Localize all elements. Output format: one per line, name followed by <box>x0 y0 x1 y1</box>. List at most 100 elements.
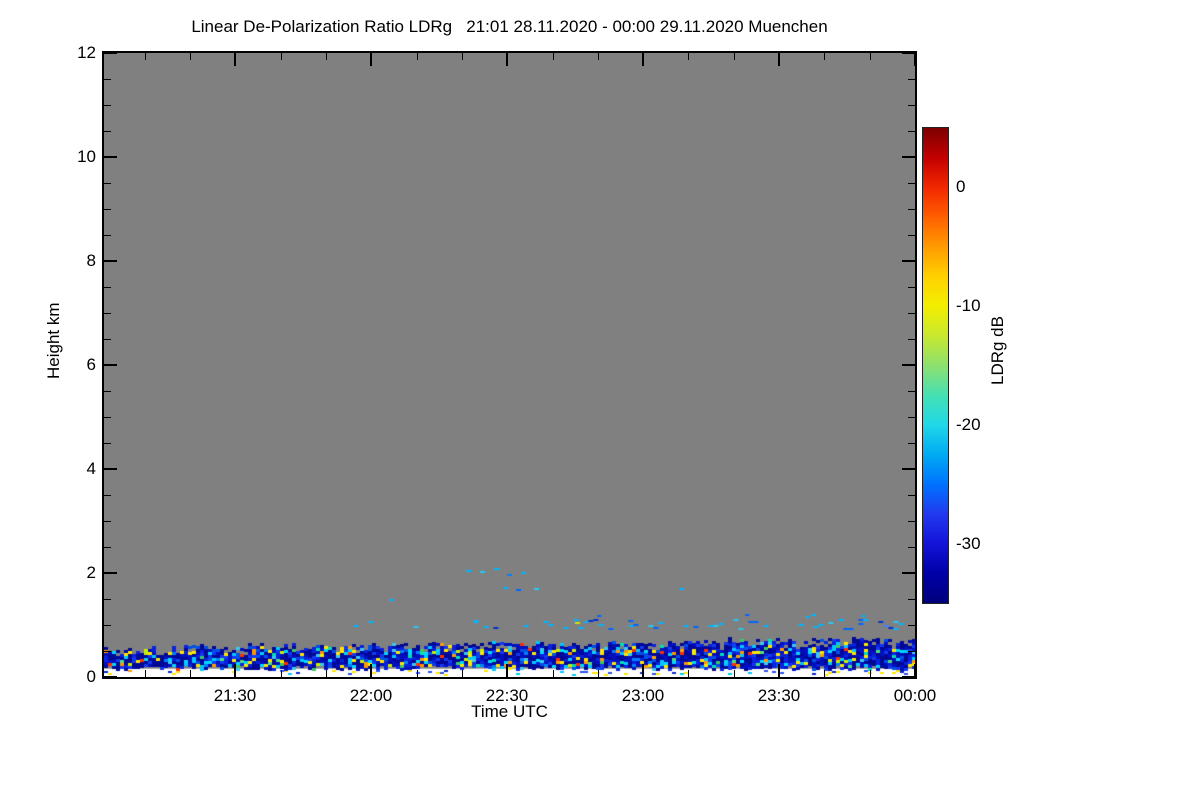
y-major-tick-right <box>902 52 915 54</box>
x-minor-tick <box>417 670 418 677</box>
y-major-tick <box>104 260 117 262</box>
y-minor-tick-right <box>908 547 915 548</box>
x-minor-tick <box>734 670 735 677</box>
x-major-tick-top <box>642 53 644 66</box>
y-minor-tick-right <box>908 235 915 236</box>
y-minor-tick <box>104 495 111 496</box>
y-tick-label: 12 <box>77 43 96 62</box>
colorbar-gradient <box>922 127 949 604</box>
x-minor-tick-top <box>462 53 463 60</box>
y-minor-tick-right <box>908 313 915 314</box>
x-minor-tick-top <box>688 53 689 60</box>
y-minor-tick <box>104 443 111 444</box>
y-tick-label: 10 <box>77 147 96 166</box>
y-minor-tick <box>104 417 111 418</box>
colorbar-tick-label: 0 <box>956 177 966 196</box>
y-tick-label: 0 <box>86 667 96 686</box>
x-minor-tick <box>553 670 554 677</box>
x-minor-tick-top <box>598 53 599 60</box>
y-tick-label: 2 <box>86 563 96 582</box>
y-minor-tick-right <box>908 209 915 210</box>
x-minor-tick-top <box>870 53 871 60</box>
y-minor-tick-right <box>908 287 915 288</box>
y-tick-label: 4 <box>86 459 96 478</box>
x-major-tick-top <box>234 53 236 66</box>
y-minor-tick <box>104 209 111 210</box>
y-minor-tick <box>104 235 111 236</box>
x-minor-tick-top <box>190 53 191 60</box>
colorbar-tick-label: -10 <box>956 296 981 315</box>
x-major-tick-top <box>778 53 780 66</box>
x-minor-tick-top <box>145 53 146 60</box>
colorbar-label: LDRg dB <box>988 316 1007 385</box>
x-minor-tick <box>870 670 871 677</box>
colorbar-tick-label: -30 <box>956 534 981 553</box>
y-minor-tick-right <box>908 599 915 600</box>
x-minor-tick <box>145 670 146 677</box>
y-minor-tick-right <box>908 417 915 418</box>
y-major-tick <box>104 468 117 470</box>
x-major-tick <box>370 664 372 677</box>
y-minor-tick-right <box>908 443 915 444</box>
x-minor-tick <box>281 670 282 677</box>
y-major-tick <box>104 676 117 678</box>
x-tick-label: 23:00 <box>621 686 665 705</box>
y-tick-label: 8 <box>86 251 96 270</box>
y-minor-tick-right <box>908 131 915 132</box>
y-minor-tick <box>104 651 111 652</box>
x-minor-tick <box>688 670 689 677</box>
x-major-tick <box>642 664 644 677</box>
y-minor-tick <box>104 599 111 600</box>
y-minor-tick <box>104 287 111 288</box>
x-major-tick-top <box>914 53 916 66</box>
x-major-tick <box>506 664 508 677</box>
chart-title: Linear De-Polarization Ratio LDRg 21:01 … <box>191 17 828 36</box>
x-minor-tick-top <box>417 53 418 60</box>
y-minor-tick-right <box>908 495 915 496</box>
y-minor-tick-right <box>908 339 915 340</box>
x-tick-label: 00:00 <box>893 686 937 705</box>
heatmap-canvas <box>104 53 915 677</box>
y-major-tick-right <box>902 364 915 366</box>
y-minor-tick <box>104 79 111 80</box>
x-tick-label: 23:30 <box>757 686 801 705</box>
y-minor-tick <box>104 339 111 340</box>
y-minor-tick <box>104 183 111 184</box>
x-tick-label: 21:30 <box>213 686 257 705</box>
y-minor-tick-right <box>908 391 915 392</box>
x-major-tick-top <box>370 53 372 66</box>
y-major-tick-right <box>902 468 915 470</box>
y-major-tick <box>104 156 117 158</box>
x-tick-label: 22:30 <box>485 686 529 705</box>
x-minor-tick <box>326 670 327 677</box>
y-minor-tick <box>104 313 111 314</box>
y-major-tick <box>104 364 117 366</box>
x-minor-tick <box>598 670 599 677</box>
x-minor-tick <box>190 670 191 677</box>
y-tick-label: 6 <box>86 355 96 374</box>
x-major-tick <box>914 664 916 677</box>
y-minor-tick-right <box>908 521 915 522</box>
x-minor-tick <box>462 670 463 677</box>
x-major-tick-top <box>506 53 508 66</box>
y-major-tick <box>104 52 117 54</box>
y-minor-tick <box>104 547 111 548</box>
y-minor-tick <box>104 521 111 522</box>
y-major-tick-right <box>902 260 915 262</box>
y-minor-tick-right <box>908 183 915 184</box>
y-minor-tick-right <box>908 651 915 652</box>
x-axis-label: Time UTC <box>471 702 548 721</box>
y-major-tick-right <box>902 156 915 158</box>
y-minor-tick <box>104 105 111 106</box>
y-major-tick-right <box>902 572 915 574</box>
x-tick-label: 22:00 <box>349 686 393 705</box>
y-minor-tick <box>104 625 111 626</box>
y-minor-tick-right <box>908 79 915 80</box>
x-minor-tick-top <box>326 53 327 60</box>
colorbar-tick-label: -20 <box>956 415 981 434</box>
y-axis-label: Height km <box>44 302 63 379</box>
x-minor-tick-top <box>553 53 554 60</box>
x-minor-tick-top <box>734 53 735 60</box>
y-minor-tick <box>104 391 111 392</box>
